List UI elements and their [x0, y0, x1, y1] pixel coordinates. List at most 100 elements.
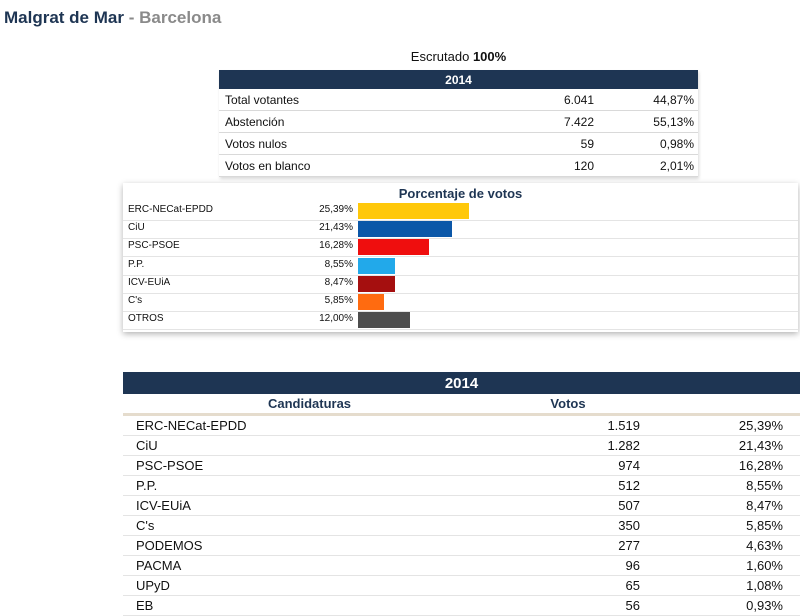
party-votes: 512 [496, 475, 640, 496]
party-percent: 8,47% [640, 495, 800, 516]
table-row: C's 350 5,85% [123, 515, 800, 536]
bar [358, 221, 452, 238]
party-votes: 1.282 [496, 435, 640, 456]
chart-row: PSC-PSOE 16,28% [123, 238, 798, 258]
vote-percentage-chart: Porcentaje de votos ERC-NECat-EPDD 25,39%… [123, 183, 798, 332]
party-percent: 25,39% [640, 414, 800, 436]
bar-value-label: 8,55% [324, 258, 353, 270]
party-name: ICV-EUiA [123, 495, 496, 516]
party-percent: 5,85% [640, 515, 800, 536]
summary-percent: 2,01% [598, 154, 698, 177]
summary-label: Votos en blanco [219, 154, 498, 177]
summary-percent: 0,98% [598, 132, 698, 155]
party-name: PSC-PSOE [123, 455, 496, 476]
summary-year-header: 2014 [219, 70, 698, 89]
summary-label: Total votantes [219, 89, 498, 111]
party-votes: 56 [496, 595, 640, 616]
bar-label: C's [128, 295, 143, 306]
party-name: CiU [123, 435, 496, 456]
scrutiny-label: Escrutado [410, 49, 470, 64]
bar-value-label: 16,28% [319, 240, 353, 252]
summary-count: 6.041 [498, 89, 598, 111]
summary-row: Abstención 7.422 55,13% [219, 110, 698, 133]
bar-value-label: 21,43% [319, 222, 353, 234]
bar [358, 294, 384, 310]
party-percent: 1,60% [640, 555, 800, 576]
bar [358, 239, 429, 256]
table-row: CiU 1.282 21,43% [123, 435, 800, 456]
table-row: ICV-EUiA 507 8,47% [123, 495, 800, 516]
column-header-votos: Votos [496, 394, 640, 416]
party-name: ERC-NECat-EPDD [123, 414, 496, 436]
page-title: Malgrat de Mar - Barcelona [4, 8, 221, 28]
chart-row: ERC-NECat-EPDD 25,39% [123, 202, 798, 221]
party-percent: 4,63% [640, 535, 800, 556]
party-votes: 277 [496, 535, 640, 556]
column-header-percent [640, 394, 800, 416]
bar [358, 275, 395, 292]
table-row: PODEMOS 277 4,63% [123, 535, 800, 556]
party-percent: 0,93% [640, 595, 800, 616]
municipality-name: Malgrat de Mar [4, 8, 124, 27]
party-votes: 350 [496, 515, 640, 536]
bar [358, 257, 395, 274]
party-votes: 974 [496, 455, 640, 476]
summary-label: Votos nulos [219, 132, 498, 155]
results-year-header: 2014 [123, 372, 800, 394]
party-votes: 65 [496, 575, 640, 596]
summary-row: Total votantes 6.041 44,87% [219, 89, 698, 111]
scrutiny-value: 100% [472, 49, 507, 64]
party-percent: 8,55% [640, 475, 800, 496]
summary-count: 7.422 [498, 110, 598, 133]
party-votes: 1.519 [496, 414, 640, 436]
bar-label: CiU [128, 222, 145, 234]
summary-count: 59 [498, 132, 598, 155]
chart-row: C's 5,85% [123, 293, 798, 312]
table-row: PSC-PSOE 974 16,28% [123, 455, 800, 476]
party-name: P.P. [123, 475, 496, 496]
bar-value-label: 25,39% [319, 204, 353, 215]
chart-title: Porcentaje de votos [398, 186, 523, 201]
results-table: 2014 Candidaturas Votos ERC-NECat-EPDD 1.… [123, 372, 800, 616]
summary-percent: 44,87% [598, 89, 698, 111]
party-name: PACMA [123, 555, 496, 576]
party-percent: 16,28% [640, 455, 800, 476]
summary-percent: 55,13% [598, 110, 698, 133]
chart-row: P.P. 8,55% [123, 257, 798, 276]
summary-row: Votos nulos 59 0,98% [219, 132, 698, 155]
bar [358, 203, 469, 219]
scrutiny-status: Escrutado 100% [219, 49, 698, 64]
party-percent: 21,43% [640, 435, 800, 456]
party-name: EB [123, 595, 496, 616]
party-name: UPyD [123, 575, 496, 596]
bar [358, 312, 410, 329]
bar-value-label: 12,00% [319, 313, 353, 325]
bar-label: ERC-NECat-EPDD [128, 204, 214, 215]
table-row: ERC-NECat-EPDD 1.519 25,39% [123, 414, 800, 436]
chart-row: ICV-EUiA 8,47% [123, 275, 798, 294]
table-row: EB 56 0,93% [123, 595, 800, 616]
column-header-candidaturas: Candidaturas [123, 394, 496, 416]
party-percent: 1,08% [640, 575, 800, 596]
bar-label: OTROS [128, 313, 164, 325]
table-row: UPyD 65 1,08% [123, 575, 800, 596]
summary-label: Abstención [219, 110, 498, 133]
table-row: P.P. 512 8,55% [123, 475, 800, 496]
summary-count: 120 [498, 154, 598, 177]
party-votes: 507 [496, 495, 640, 516]
bar-label: P.P. [128, 258, 145, 270]
chart-row: OTROS 12,00% [123, 311, 798, 331]
summary-table: 2014 Total votantes 6.041 44,87% Abstención… [219, 70, 698, 177]
party-name: PODEMOS [123, 535, 496, 556]
chart-row: CiU 21,43% [123, 220, 798, 240]
bar-value-label: 5,85% [324, 295, 353, 306]
table-row: PACMA 96 1,60% [123, 555, 800, 576]
province-name: Barcelona [139, 8, 222, 27]
bar-value-label: 8,47% [324, 276, 353, 288]
party-name: C's [123, 515, 496, 536]
bar-label: ICV-EUiA [128, 276, 171, 288]
title-separator: - [123, 8, 140, 27]
bar-label: PSC-PSOE [128, 240, 180, 252]
party-votes: 96 [496, 555, 640, 576]
summary-row: Votos en blanco 120 2,01% [219, 154, 698, 177]
